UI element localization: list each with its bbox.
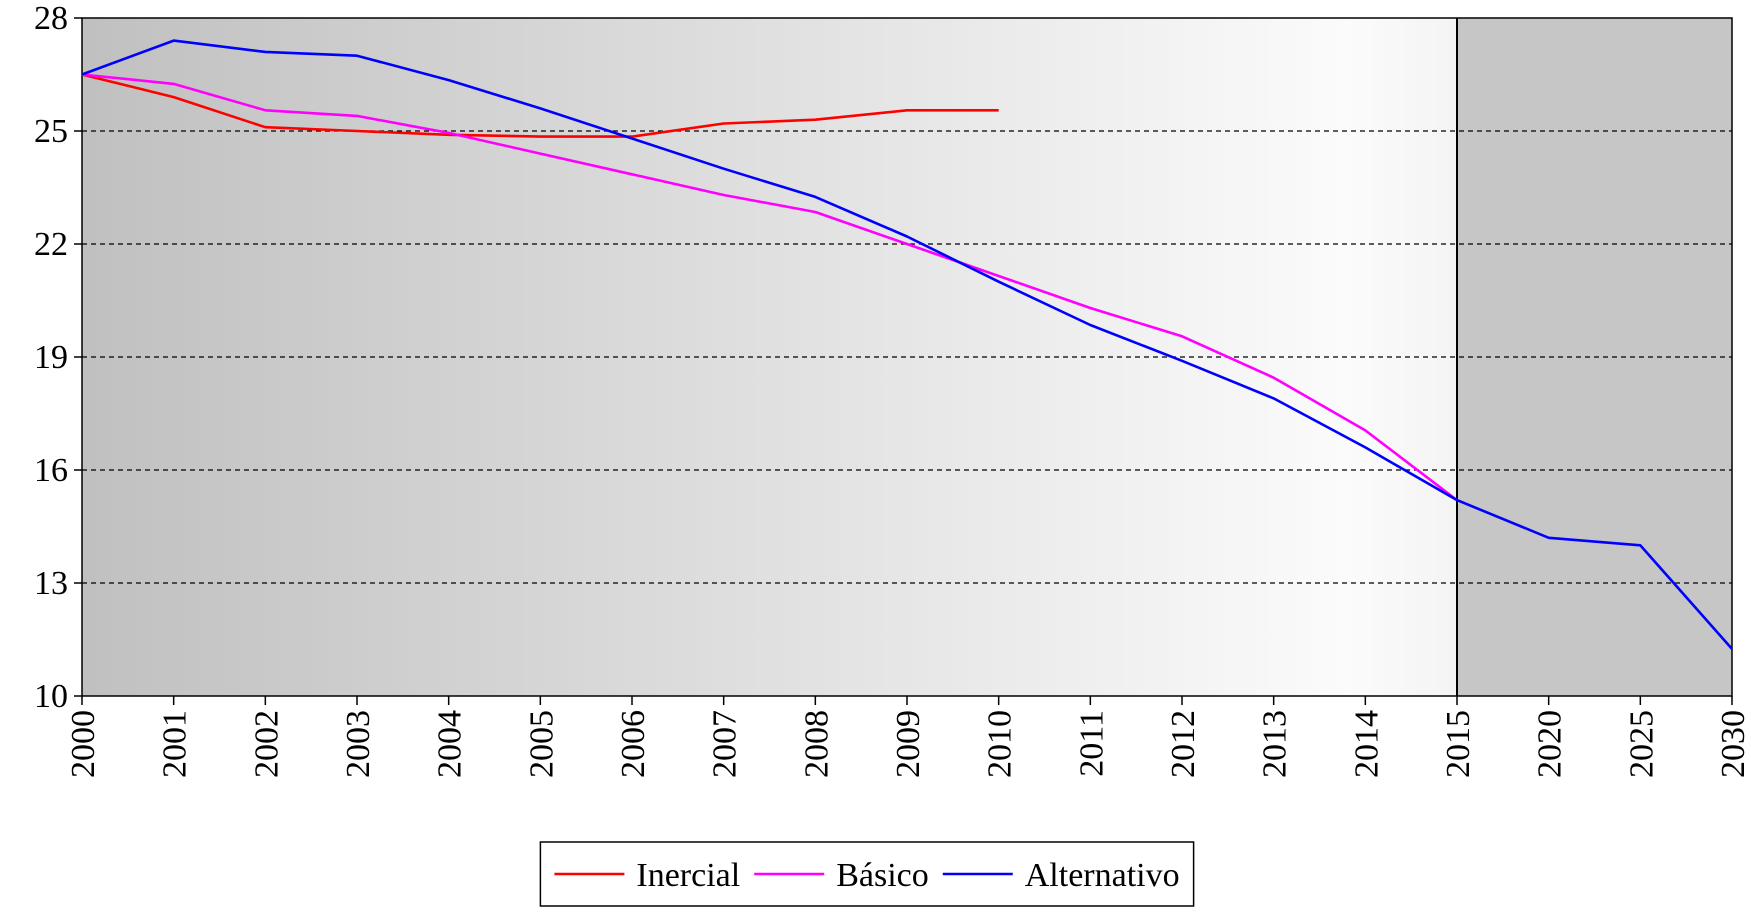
x-tick-label: 2008 — [798, 710, 835, 778]
y-tick-label: 25 — [34, 113, 68, 150]
x-tick-label: 2015 — [1440, 710, 1477, 778]
x-tick-label: 2004 — [432, 710, 469, 778]
x-tick-label: 2006 — [615, 710, 652, 778]
y-tick-label: 22 — [34, 226, 68, 263]
y-tick-label: 10 — [34, 678, 68, 715]
y-tick-label: 19 — [34, 339, 68, 376]
y-tick-label: 28 — [34, 0, 68, 37]
series-line — [81, 73, 1458, 502]
legend-label: Inercial — [636, 857, 740, 894]
legend-box — [539, 841, 1195, 907]
y-tick-label: 13 — [34, 565, 68, 602]
x-tick-label: 2009 — [890, 710, 927, 778]
x-tick-label: 2014 — [1348, 710, 1385, 778]
x-tick-label: 2002 — [248, 710, 285, 778]
x-tick-label: 2005 — [523, 710, 560, 778]
series-line — [81, 73, 999, 138]
legend-label: Básico — [836, 857, 929, 894]
x-tick-label: 2030 — [1715, 710, 1751, 778]
series-line — [81, 39, 1733, 650]
x-tick-label: 2011 — [1073, 710, 1110, 777]
x-tick-label: 2012 — [1165, 710, 1202, 778]
x-tick-label: 2007 — [707, 710, 744, 778]
x-tick-label: 2013 — [1257, 710, 1294, 778]
x-tick-label: 2025 — [1623, 710, 1660, 778]
legend-label: Alternativo — [1025, 857, 1180, 894]
x-tick-label: 2020 — [1532, 710, 1569, 778]
x-tick-label: 2001 — [157, 710, 194, 778]
x-tick-label: 2000 — [65, 710, 102, 778]
legend: Inercial Básico Alternativo — [539, 841, 1195, 907]
x-tick-label: 2010 — [982, 710, 1019, 778]
x-tick-label: 2003 — [340, 710, 377, 778]
y-tick-label: 16 — [34, 452, 68, 489]
